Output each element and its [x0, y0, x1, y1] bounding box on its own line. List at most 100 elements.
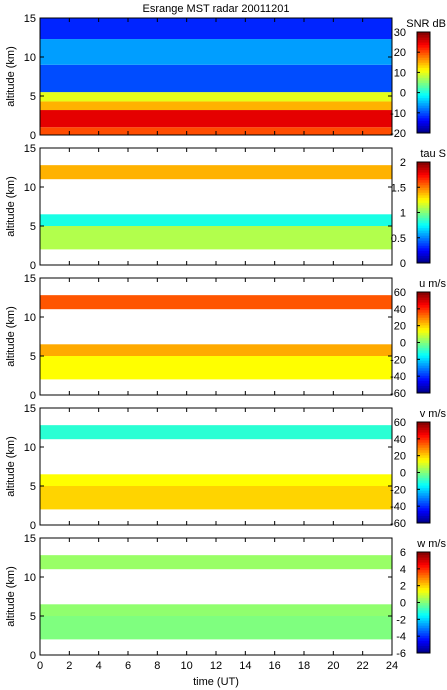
panel-u: 0 5 10 15 altitude (km) -60 -40 -20 0 20 40 60 u m/s	[5, 273, 446, 402]
colorbar-segment	[417, 324, 430, 328]
colorbar-segment	[417, 204, 430, 208]
colorbar-segment	[417, 622, 430, 626]
x-tick-label: 22	[357, 660, 369, 672]
colorbar-segment	[417, 100, 430, 104]
colorbar-label-v: v m/s	[420, 408, 447, 420]
x-tick-label: 10	[181, 660, 193, 672]
colorbar-segment	[417, 515, 430, 519]
x-tick-label: 12	[210, 660, 222, 672]
colorbar-segment	[417, 345, 430, 349]
colorbar-tick-label: -6	[396, 648, 406, 660]
colorbar-segment	[417, 120, 430, 124]
colorbar-segment	[417, 620, 430, 624]
colorbar-segment	[417, 260, 430, 264]
colorbar-tick-label: 30	[394, 27, 406, 39]
colorbar-segment	[417, 92, 430, 96]
y-axis-label: altitude (km)	[5, 46, 17, 107]
colorbar-segment	[417, 462, 430, 466]
colorbar-segment	[417, 505, 430, 509]
data-layer-SNR-2	[40, 101, 392, 111]
panel-tau: 0 5 10 15 altitude (km) 0 0.5 1 1.5 2 tau S	[5, 143, 446, 272]
colorbar-segment	[417, 312, 430, 316]
colorbar-segment	[417, 252, 430, 256]
data-layer-tau-2	[40, 226, 392, 250]
colorbar-segment	[417, 47, 430, 51]
data-layer-SNR-4	[40, 64, 392, 93]
colorbar-segment	[417, 302, 430, 306]
colorbar-segment	[417, 650, 430, 654]
colorbar-segment	[417, 167, 430, 171]
colorbar-segment	[417, 380, 430, 384]
data-layer-u-2	[40, 356, 392, 380]
colorbar-segment	[417, 207, 430, 211]
x-tick-label: 14	[239, 660, 251, 672]
y-axis-label: altitude (km)	[5, 176, 17, 237]
colorbar-segment	[417, 607, 430, 611]
colorbar-segment	[417, 424, 430, 428]
y-tick-label: 15	[24, 273, 36, 285]
data-layer-SNR-3	[40, 92, 392, 102]
colorbar-label-tau: tau S	[420, 148, 446, 160]
x-tick-label: 16	[269, 660, 281, 672]
colorbar-segment	[417, 319, 430, 323]
colorbar-segment	[417, 635, 430, 639]
colorbar-segment	[417, 227, 430, 231]
colorbar-segment	[417, 467, 430, 471]
colorbar-segment	[417, 194, 430, 198]
colorbar-segment	[417, 589, 430, 593]
colorbar-segment	[417, 117, 430, 121]
colorbar-segment	[417, 360, 430, 364]
colorbar-segment	[417, 209, 430, 213]
colorbar-segment	[417, 220, 430, 224]
colorbar-segment	[417, 482, 430, 486]
colorbar-tick-label: 60	[394, 287, 406, 299]
colorbar-frame-SNR	[416, 31, 431, 134]
colorbar-segment	[417, 294, 430, 298]
colorbar-segment	[417, 222, 430, 226]
colorbar-segment	[417, 292, 430, 296]
colorbar-segment	[417, 632, 430, 636]
colorbar-segment	[417, 172, 430, 176]
colorbar-tick-label: 60	[394, 417, 406, 429]
data-layer-SNR-1	[40, 110, 392, 128]
data-layer-v-2	[40, 486, 392, 510]
colorbar-segment	[417, 215, 430, 219]
y-tick-label: 0	[30, 130, 36, 142]
colorbar-tick-label: 20	[394, 321, 406, 333]
colorbar-segment	[417, 77, 430, 81]
colorbar-segment	[417, 627, 430, 631]
colorbar-segment	[417, 332, 430, 336]
y-tick-label: 10	[24, 182, 36, 194]
colorbar-segment	[417, 182, 430, 186]
colorbar-segment	[417, 67, 430, 71]
colorbar-tick-label: -40	[390, 371, 406, 383]
colorbar-segment	[417, 602, 430, 606]
colorbar-segment	[417, 199, 430, 203]
colorbar-segment	[417, 367, 430, 371]
colorbar-segment	[417, 125, 430, 129]
colorbar-tick-label: 0	[400, 338, 406, 350]
y-axis-label: altitude (km)	[5, 306, 17, 367]
colorbar-segment	[417, 520, 430, 524]
colorbar-segment	[417, 437, 430, 441]
colorbar-segment	[417, 74, 430, 78]
x-tick-label: 18	[298, 660, 310, 672]
data-layer-v-0	[40, 425, 392, 440]
colorbar-segment	[417, 237, 430, 241]
y-tick-label: 5	[30, 351, 36, 363]
colorbar-segment	[417, 334, 430, 338]
colorbar-segment	[417, 197, 430, 201]
colorbar-segment	[417, 34, 430, 38]
colorbar-segment	[417, 339, 430, 343]
colorbar-segment	[417, 187, 430, 191]
colorbar-segment	[417, 217, 430, 221]
y-tick-label: 15	[24, 143, 36, 155]
colorbar-segment	[417, 500, 430, 504]
colorbar-segment	[417, 375, 430, 379]
colorbar-segment	[417, 87, 430, 91]
colorbar-segment	[417, 577, 430, 581]
colorbar-segment	[417, 512, 430, 516]
colorbar-segment	[417, 475, 430, 479]
colorbar-segment	[417, 612, 430, 616]
colorbar-label-u: u m/s	[419, 278, 446, 290]
